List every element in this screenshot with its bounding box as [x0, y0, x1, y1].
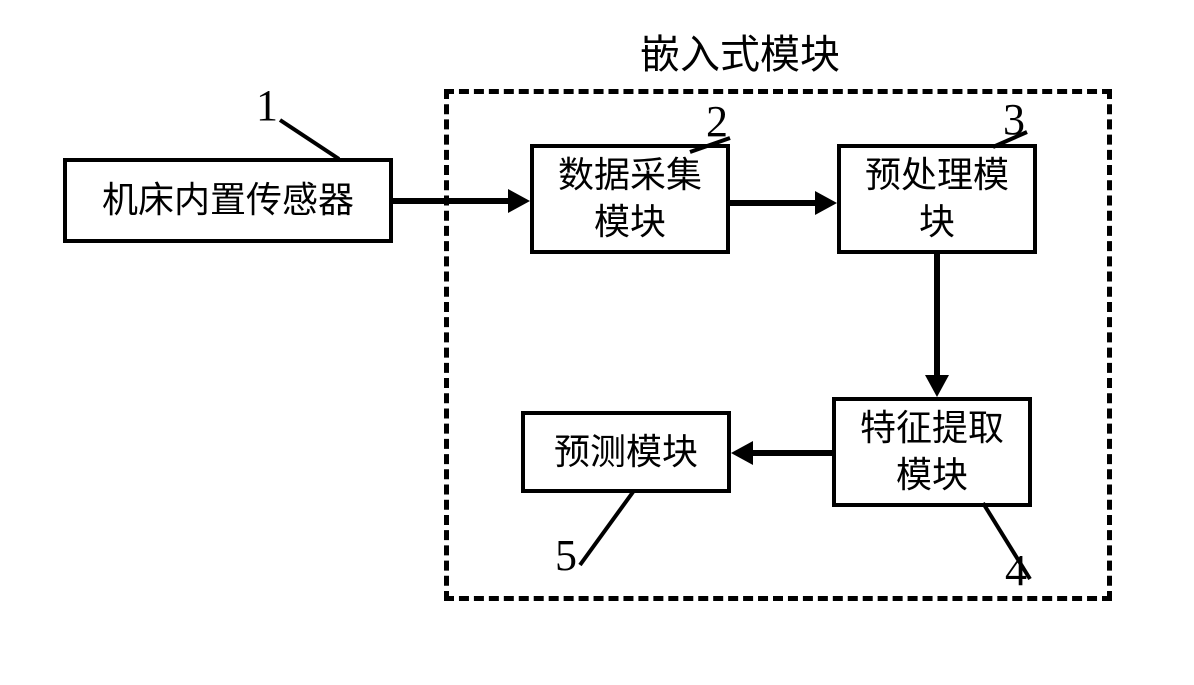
label-4: 4 — [1005, 545, 1027, 596]
sensor-label: 机床内置传感器 — [102, 177, 354, 224]
acquisition-label: 数据采集模块 — [558, 152, 702, 246]
container-title: 嵌入式模块 — [640, 22, 840, 80]
preprocess-label: 预处理模块 — [865, 152, 1009, 246]
sensor-box: 机床内置传感器 — [63, 158, 393, 243]
feature-label: 特征提取模块 — [860, 405, 1004, 499]
preprocess-box: 预处理模块 — [837, 144, 1037, 254]
predict-box: 预测模块 — [521, 411, 731, 493]
label-3: 3 — [1003, 94, 1025, 145]
label-1: 1 — [256, 80, 278, 131]
predict-label: 预测模块 — [554, 429, 698, 476]
acquisition-box: 数据采集模块 — [530, 144, 730, 254]
label-2: 2 — [706, 96, 728, 147]
label-5: 5 — [555, 530, 577, 581]
feature-box: 特征提取模块 — [832, 397, 1032, 507]
